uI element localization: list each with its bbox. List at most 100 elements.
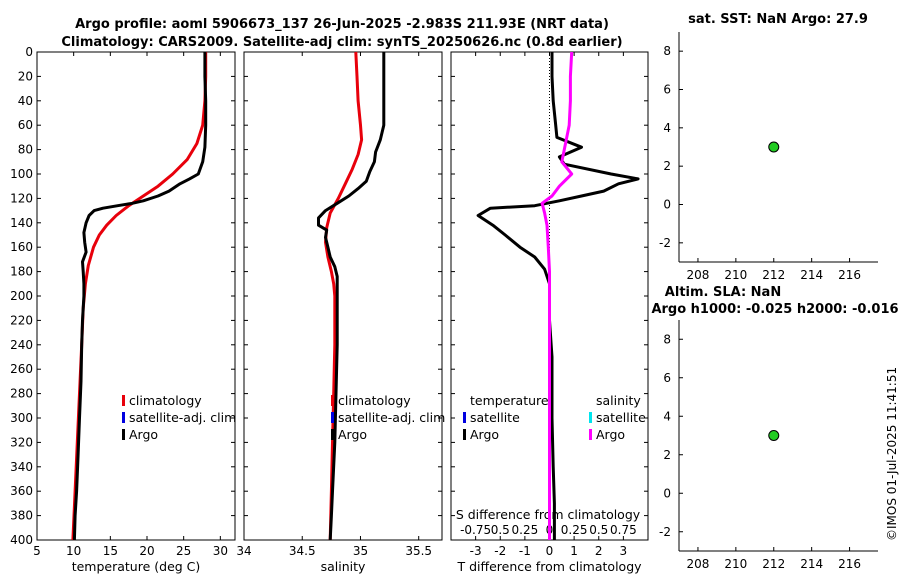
sst-xtick-label: 212 <box>762 268 785 282</box>
timestamp-stamp: ©IMOS 01-Jul-2025 11:41:51 <box>885 367 899 541</box>
altim-subtitle: Argo h1000: -0.025 h2000: -0.016 <box>651 302 898 317</box>
temperature-ytick-label: 260 <box>10 362 33 376</box>
altim-xtick-label: 216 <box>838 557 861 571</box>
temperature-ytick-label: 220 <box>10 313 33 327</box>
temperature-ytick-label: 80 <box>18 143 33 157</box>
difference-xtick-top-label: 0.5 <box>589 523 608 537</box>
sst-ytick-label: 8 <box>663 44 671 58</box>
temperature-legend-label: climatology <box>129 393 202 408</box>
sst-data-point <box>768 141 780 153</box>
figure-title-line2: Climatology: CARS2009. Satellite-adj cli… <box>61 35 622 50</box>
temperature-xlabel: temperature (deg C) <box>72 559 201 574</box>
sst-ytick-label: 2 <box>663 159 671 173</box>
salinity-legend-label: Argo <box>338 427 367 442</box>
altim-ytick-label: 8 <box>663 332 671 346</box>
temperature-ytick-label: 20 <box>18 69 33 83</box>
salinity-legend-label: climatology <box>338 393 411 408</box>
difference-xtick-label: 1 <box>570 544 578 558</box>
temperature-ytick-label: 40 <box>18 94 33 108</box>
altim-xtick-label: 210 <box>724 557 747 571</box>
difference-legend-salinity-title: salinity <box>596 393 641 408</box>
difference-xtick-top-label: 0.25 <box>512 523 539 537</box>
temperature-ytick-label: 60 <box>18 118 33 132</box>
temperature-ytick-label: 340 <box>10 460 33 474</box>
difference-series-temperature-argo <box>476 52 640 540</box>
temperature-ytick-label: 200 <box>10 289 33 303</box>
difference-xtick-label: 0 <box>546 544 554 558</box>
temperature-xtick-label: 10 <box>66 544 81 558</box>
salinity-legend-swatch <box>331 395 334 406</box>
difference-temperature-legend-swatch <box>463 412 466 423</box>
temperature-legend-swatch <box>122 412 125 423</box>
salinity-legend-label: satellite-adj. clim <box>338 410 445 425</box>
sst-title: sat. SST: NaN Argo: 27.9 <box>688 12 868 27</box>
sst-ytick-label: 6 <box>663 83 671 97</box>
altim-ytick-label: -2 <box>659 525 671 539</box>
sst-xtick-label: 214 <box>800 268 823 282</box>
difference-xtick-label: -2 <box>494 544 506 558</box>
temperature-xtick-label: 25 <box>176 544 191 558</box>
salinity-legend-swatch <box>331 429 334 440</box>
temperature-xtick-label: 5 <box>33 544 41 558</box>
temperature-xtick-label: 20 <box>139 544 154 558</box>
temperature-legend-swatch <box>122 429 125 440</box>
salinity-xtick-label: 34.5 <box>289 544 316 558</box>
figure-title-line1: Argo profile: aoml 5906673_137 26-Jun-20… <box>75 17 609 32</box>
altim-data-point <box>768 430 780 441</box>
difference-xtick-top-label: 0.25 <box>561 523 588 537</box>
difference-salinity-legend-label: satellite <box>596 410 646 425</box>
altim-xtick-label: 212 <box>762 557 785 571</box>
sst-xtick-label: 208 <box>686 268 709 282</box>
temperature-ytick-label: 140 <box>10 216 33 230</box>
temperature-series-climatology <box>71 52 208 541</box>
difference-xtick-top-label: 0.75 <box>610 523 637 537</box>
temperature-ytick-label: 180 <box>10 265 33 279</box>
temperature-ytick-label: 160 <box>10 240 33 254</box>
difference-temperature-legend-label: satellite <box>470 410 520 425</box>
difference-xtick-label: -3 <box>470 544 482 558</box>
temperature-ytick-label: 100 <box>10 167 33 181</box>
temperature-legend-label: satellite-adj. clim <box>129 410 236 425</box>
salinity-xtick-label: 34 <box>236 544 251 558</box>
temperature-ytick-label: 120 <box>10 191 33 205</box>
difference-salinity-legend-label: Argo <box>596 427 625 442</box>
salinity-axes-box <box>243 51 443 541</box>
sst-ytick-label: 0 <box>663 198 671 212</box>
altim-ytick-label: 6 <box>663 371 671 385</box>
difference-xtick-top-label: 0.5 <box>491 523 510 537</box>
salinity-legend-swatch <box>331 412 334 423</box>
temperature-ytick-label: 240 <box>10 338 33 352</box>
temperature-series-argo <box>72 52 208 541</box>
difference-temperature-legend-swatch <box>463 429 466 440</box>
altim-xtick-label: 208 <box>686 557 709 571</box>
altim-title: Altim. SLA: NaN <box>665 285 781 300</box>
salinity-xtick-label: 35 <box>353 544 368 558</box>
difference-xtick-label: 2 <box>595 544 603 558</box>
salinity-series-argo <box>317 52 386 541</box>
sst-ytick-label: -2 <box>659 236 671 250</box>
temperature-ytick-label: 300 <box>10 411 33 425</box>
difference-xtick-label: -1 <box>519 544 531 558</box>
salinity-xlabel: salinity <box>321 559 366 574</box>
difference-legend-temperature-title: temperature <box>470 393 549 408</box>
difference-series-salinity-argo <box>540 51 574 540</box>
temperature-ytick-label: 400 <box>10 533 33 547</box>
difference-temperature-legend-label: Argo <box>470 427 499 442</box>
temperature-xtick-label: 15 <box>103 544 118 558</box>
temperature-legend-swatch <box>122 395 125 406</box>
difference-xlabel: T difference from climatology <box>456 559 642 574</box>
difference-salinity-legend-swatch <box>589 429 592 440</box>
temperature-ytick-label: 0 <box>25 45 33 59</box>
temperature-legend-label: Argo <box>129 427 158 442</box>
sst-ytick-label: 4 <box>663 121 671 135</box>
difference-xtick-top-label: -0.75 <box>460 523 491 537</box>
sst-xtick-label: 216 <box>838 268 861 282</box>
difference-salinity-legend-swatch <box>589 412 592 423</box>
temperature-xtick-label: 30 <box>213 544 228 558</box>
temperature-ytick-label: 360 <box>10 484 33 498</box>
altim-ytick-label: 4 <box>663 409 671 423</box>
sst-xtick-label: 210 <box>724 268 747 282</box>
altim-xtick-label: 214 <box>800 557 823 571</box>
